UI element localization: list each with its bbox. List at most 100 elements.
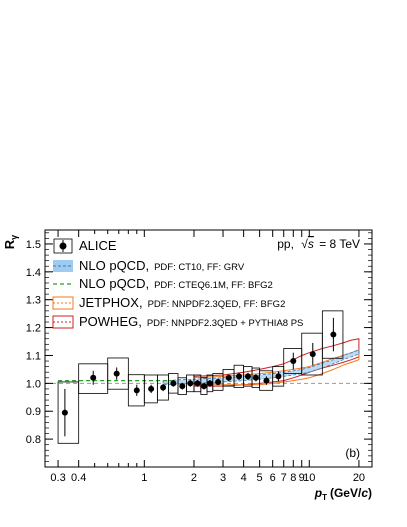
alice-data-point <box>225 374 232 381</box>
legend-label-main: JETPHOX, <box>79 295 143 310</box>
y-tick-label: 1.4 <box>26 267 41 279</box>
legend-label: NLO pQCD, PDF: CT10, FF: GRV <box>79 258 245 273</box>
system-label-pp: pp, <box>277 237 294 251</box>
x-axis-title-main: p <box>314 486 322 500</box>
alice-data-point <box>244 373 251 380</box>
legend-item-jetphox: JETPHOX, PDF: NNPDF2.3QED, FF: BFG2 <box>52 295 285 310</box>
alice-data-point <box>206 380 213 387</box>
y-axis-title-sub: γ <box>9 235 19 240</box>
systematic-error-box <box>272 366 285 387</box>
jetphox-band <box>193 349 360 386</box>
system-label-s: s <box>308 237 314 251</box>
plot-area: 0.3 0.4 1 2 3 4 5 6 7 8 910 20 0.8 0.9 1.0 1.1 1.2 1.3 1.4… <box>26 229 373 484</box>
alice-point-group <box>272 366 285 387</box>
alice-point-group <box>177 377 187 395</box>
y-tick-label: 1.3 <box>26 295 41 307</box>
alice-point-group <box>301 332 323 376</box>
legend-item-nlo_grv: NLO pQCD, PDF: CT10, FF: GRV <box>53 258 245 273</box>
x-tick-label: 0.4 <box>71 472 86 484</box>
alice-data-point <box>113 370 120 377</box>
x-tick-label: 2 <box>191 472 197 484</box>
alice-data-layer <box>57 310 344 444</box>
legend-item-powheg: POWHEG, PDF: NNPDF2.3QED + PYTHIA8 PS <box>52 314 303 329</box>
y-axis-title: Rγ <box>2 235 19 249</box>
systematic-error-box <box>321 310 344 359</box>
x-tick-label: 4 <box>241 472 247 484</box>
systematic-error-box <box>57 381 80 444</box>
alice-data-point <box>90 374 97 381</box>
alice-data-point <box>236 373 243 380</box>
alice-data-point <box>179 383 186 390</box>
alice-point-group <box>259 370 274 391</box>
collision-system-label: pp, √s = 8 TeV <box>277 237 360 251</box>
legend-label-detail: PDF: CTEQ6.1M, FF: BFG2 <box>154 280 273 291</box>
systematic-error-box <box>107 357 129 390</box>
alice-data-point <box>61 409 68 416</box>
x-tick-label: 20 <box>353 472 365 484</box>
y-tick-label: 0.9 <box>26 406 41 418</box>
x-axis-title-unit-c: c <box>361 486 368 500</box>
legend-label-main: NLO pQCD, <box>79 258 149 273</box>
y-axis-title-main: R <box>2 239 17 249</box>
legend-label-detail: PDF: NNPDF2.3QED, FF: BFG2 <box>148 299 286 310</box>
alice-data-point <box>200 383 207 390</box>
x-tick-label: 8 <box>290 472 296 484</box>
y-tick-label: 1.2 <box>26 323 41 335</box>
alice-data-point <box>170 380 177 387</box>
alice-data-point <box>160 384 167 391</box>
alice-point-group <box>107 357 129 390</box>
legend-label-detail: PDF: NNPDF2.3QED + PYTHIA8 PS <box>147 318 304 329</box>
y-tick-label: 1.1 <box>26 350 41 362</box>
y-tick-label: 1.5 <box>26 239 41 251</box>
alice-data-point <box>215 378 222 385</box>
legend-label: NLO pQCD, PDF: CTEQ6.1M, FF: BFG2 <box>79 276 273 291</box>
legend-label-main: POWHEG, <box>79 314 142 329</box>
legend-item-nlo_bfg2: NLO pQCD, PDF: CTEQ6.1M, FF: BFG2 <box>53 276 273 291</box>
alice-point-group <box>57 381 80 444</box>
alice-data-point <box>275 373 282 380</box>
alice-point-group <box>156 374 169 401</box>
system-label-energy: = 8 TeV <box>319 237 360 251</box>
alice-data-point <box>263 377 270 384</box>
alice-data-point <box>187 380 194 387</box>
system-label-sqrt: √ <box>301 237 308 251</box>
x-tick-label: 1 <box>141 472 147 484</box>
plot-frame <box>44 229 373 468</box>
alice-point-group <box>168 373 179 394</box>
x-tick-label: 6 <box>270 472 276 484</box>
alice-point-group <box>243 366 253 387</box>
x-tick-label: 0.3 <box>50 472 65 484</box>
legend-label: POWHEG, PDF: NNPDF2.3QED + PYTHIA8 PS <box>79 314 303 329</box>
x-axis-title-unit-close: ) <box>368 486 372 500</box>
x-axis-title: pT (GeV/c) <box>314 486 372 502</box>
alice-data-point <box>252 374 259 381</box>
alice-data-point <box>148 385 155 392</box>
x-tick-label: 10 <box>303 472 315 484</box>
alice-data-point <box>330 331 337 338</box>
alice-data-point <box>133 387 140 394</box>
y-tick-label: 1.0 <box>26 378 41 390</box>
panel-label: (b) <box>345 446 360 460</box>
x-axis-title-unit: (GeV/ <box>330 486 362 500</box>
legend-box-icon <box>53 238 73 254</box>
x-tick-label: 9 <box>299 472 305 484</box>
x-tick-label: 3 <box>220 472 226 484</box>
x-tick-label: 7 <box>281 472 287 484</box>
x-tick-label: 5 <box>257 472 263 484</box>
alice-point-group <box>212 373 224 391</box>
legend-label: ALICE <box>79 238 117 253</box>
legend-label: JETPHOX, PDF: NNPDF2.3QED, FF: BFG2 <box>79 295 285 310</box>
alice-data-point <box>290 358 297 365</box>
y-tick-label: 0.8 <box>26 434 41 446</box>
legend-label-main: ALICE <box>79 238 117 253</box>
legend-item-ALICE: ALICE <box>53 238 117 254</box>
alice-data-point <box>309 351 316 358</box>
axis-ticks: 0.3 0.4 1 2 3 4 5 6 7 8 910 20 0.8 0.9 1.0 1.1 1.2 1.3 1.4… <box>26 230 372 484</box>
alice-point-group <box>321 310 344 359</box>
alice-data-point <box>194 380 201 387</box>
x-axis-title-sub: T <box>322 493 327 502</box>
legend-label-detail: PDF: CT10, FF: GRV <box>154 262 245 273</box>
legend-label-main: NLO pQCD, <box>79 276 149 291</box>
